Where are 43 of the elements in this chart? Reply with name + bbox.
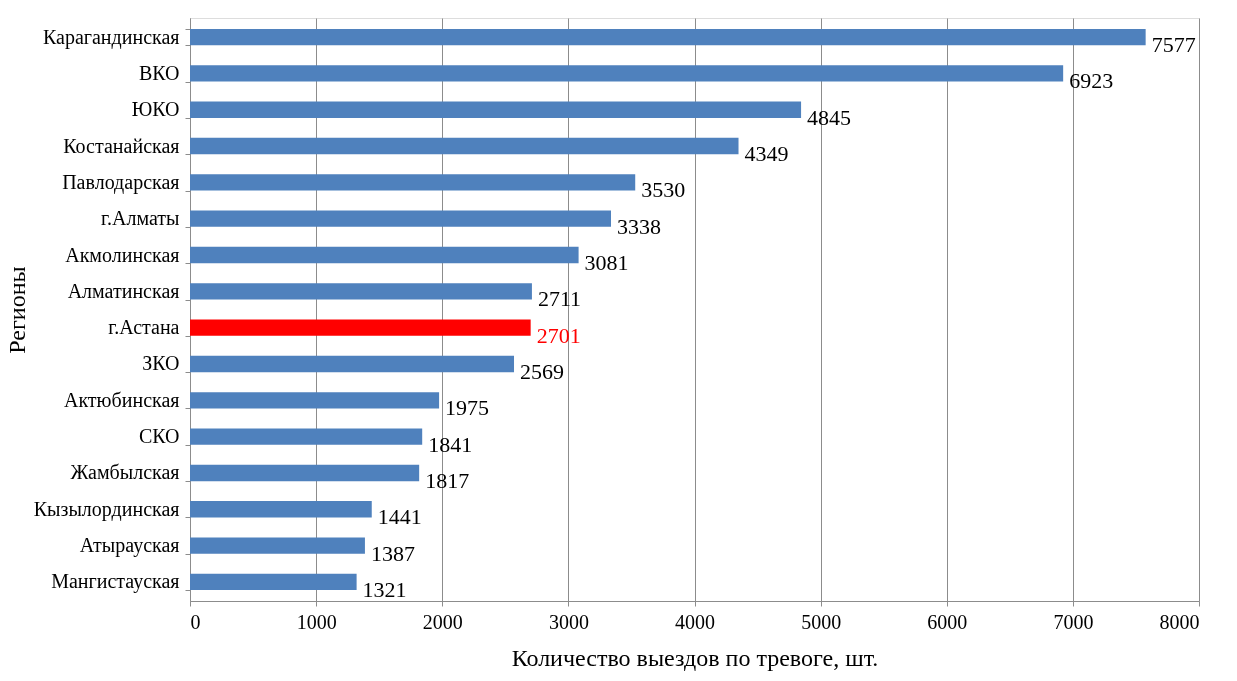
- x-tick-label: 8000: [1159, 610, 1200, 633]
- y-tick-label: ЗКО: [142, 352, 180, 375]
- x-tick-label: 7000: [1053, 610, 1094, 633]
- x-axis-title: Количество выездов по тревоге, шт.: [511, 644, 879, 671]
- y-tick-label: Алматинская: [67, 279, 180, 302]
- y-tick-label: г.Астана: [108, 316, 180, 339]
- data-label: 3530: [641, 177, 686, 203]
- data-label: 2701: [536, 322, 581, 348]
- y-tick-label: Жамбылская: [70, 461, 180, 484]
- y-tick-label: Карагандинская: [42, 25, 180, 49]
- x-tick-label: 1000: [296, 610, 337, 633]
- data-label: 6923: [1069, 68, 1114, 94]
- x-tick-label: 3000: [548, 610, 589, 633]
- data-label: 2711: [537, 286, 582, 312]
- y-axis-title: Регионы: [3, 266, 30, 354]
- y-tick-label: Кызылординская: [33, 497, 180, 521]
- data-label: 4349: [744, 141, 789, 167]
- data-label: 2569: [520, 358, 565, 384]
- data-label: 1975: [445, 395, 490, 421]
- data-label: 1321: [362, 576, 407, 602]
- x-tick-label: 2000: [422, 610, 463, 633]
- data-label: 1441: [377, 504, 422, 530]
- data-label: 3081: [584, 250, 629, 276]
- data-label: 1387: [370, 540, 415, 566]
- x-tick-label: 4000: [675, 610, 715, 633]
- y-tick-label: Акмолинская: [65, 243, 180, 266]
- x-tick-label: 6000: [927, 610, 968, 633]
- y-tick-label: ВКО: [138, 61, 180, 84]
- x-tick-label: 0: [190, 610, 201, 633]
- data-label: 3338: [617, 213, 662, 239]
- y-tick-label: Костанайская: [63, 134, 180, 157]
- y-tick-label: СКО: [138, 425, 180, 448]
- data-label: 4845: [807, 104, 852, 130]
- data-label: 7577: [1151, 32, 1196, 58]
- x-tick-label: 5000: [801, 610, 842, 633]
- y-tick-label: Павлодарская: [62, 170, 180, 194]
- y-tick-label: г.Алматы: [101, 207, 180, 230]
- y-tick-label: ЮКО: [131, 98, 180, 121]
- data-label: 1817: [425, 467, 470, 493]
- y-tick-label: Мангистауская: [51, 570, 180, 594]
- data-label: 1841: [428, 431, 473, 457]
- y-tick-label: Актюбинская: [63, 388, 180, 411]
- y-tick-label: Атырауская: [79, 534, 180, 558]
